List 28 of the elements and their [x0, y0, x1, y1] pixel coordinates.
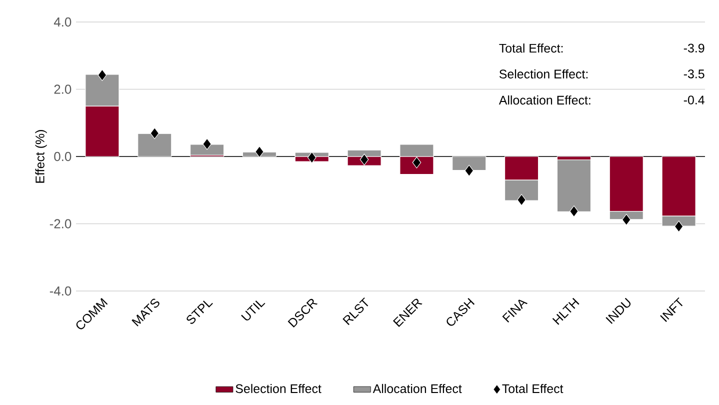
x-tick-label: UTIL — [241, 300, 266, 320]
y-tick-label: 4.0 — [54, 17, 72, 27]
y-tick-label: 0.0 — [54, 152, 72, 162]
annotation: -3.9 — [684, 44, 704, 53]
annotation: Total Effect: — [499, 44, 563, 53]
point — [360, 154, 369, 166]
y-tick-label: -2.0 — [50, 219, 72, 228]
point — [307, 152, 316, 164]
annotation: -0.4 — [684, 96, 704, 104]
point — [674, 220, 684, 232]
point — [98, 69, 107, 81]
point — [517, 194, 526, 206]
legend-label: Total Effect — [502, 384, 564, 394]
point — [202, 138, 212, 150]
point — [255, 146, 264, 158]
point — [464, 164, 474, 176]
y-tick-label: 2.0 — [54, 84, 72, 94]
point — [622, 214, 631, 226]
point — [150, 128, 160, 140]
annotation: Selection Effect: — [499, 69, 588, 78]
y-axis-title: Effect (%) — [35, 130, 47, 183]
annotation: -3.5 — [684, 70, 704, 78]
point — [412, 156, 422, 168]
legend-label: Selection Effect — [236, 384, 322, 394]
point — [570, 206, 578, 218]
y-tick-label: -4.0 — [50, 286, 72, 296]
annotation: Allocation Effect: — [498, 95, 590, 105]
legend-label: Allocation Effect — [372, 384, 462, 394]
